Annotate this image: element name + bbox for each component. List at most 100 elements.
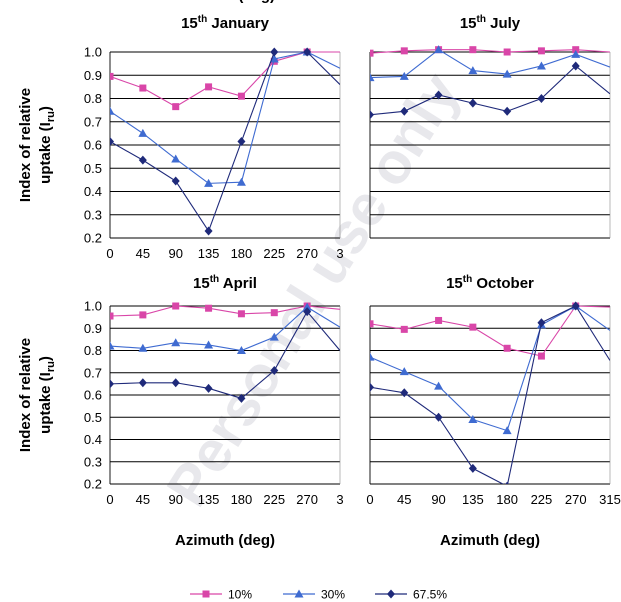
title-base: 15 (460, 15, 477, 32)
x-tick-label: 45 (136, 246, 150, 261)
y-tick-label: 0.3 (84, 207, 102, 222)
data-point (537, 352, 545, 360)
data-point (171, 338, 181, 347)
x-tick-label: 3 (336, 246, 343, 261)
title-rest: January (207, 15, 269, 32)
data-point (270, 47, 279, 57)
data-point (204, 226, 213, 236)
data-point (503, 106, 512, 116)
series-line-675 (110, 310, 340, 399)
data-point (370, 352, 375, 361)
data-point (571, 49, 581, 58)
legend: 10% 30% 67.5% (190, 588, 447, 602)
data-point (171, 154, 181, 163)
data-point (138, 378, 147, 388)
data-point (434, 90, 443, 100)
y-tick-label: 0.6 (84, 388, 102, 403)
x-tick-label: 45 (397, 492, 411, 507)
data-point (270, 366, 279, 376)
y-tick-label: 0.8 (84, 343, 102, 358)
x-tick-label: 0 (366, 492, 373, 507)
data-point (237, 393, 246, 403)
y-tick-label: 0.7 (84, 114, 102, 129)
x-tick-label: 180 (231, 246, 253, 261)
data-point (138, 128, 148, 137)
data-point (269, 332, 279, 341)
y-axis-label-line2: uptake (I (37, 122, 54, 184)
data-point (502, 426, 512, 435)
data-point (537, 318, 546, 328)
y-axis-label-close: ) (37, 356, 54, 361)
legend-marker (387, 589, 395, 599)
data-point (171, 176, 180, 186)
title-base: 15 (446, 275, 463, 292)
x-tick-label: 315 (599, 492, 621, 507)
panels: 15th January0.20.30.40.50.60.70.80.91.00… (17, 0, 621, 549)
data-point (204, 383, 213, 393)
y-tick-label: 1.0 (84, 299, 102, 314)
y-tick-label: 0.6 (84, 138, 102, 153)
data-point (204, 178, 214, 187)
y-axis-label-line1: Index of relative (17, 338, 34, 452)
data-point (434, 381, 444, 390)
data-point (237, 310, 245, 318)
chart-panel-3: 15th April 0.2 0.3 0.4 0.5 0.6 0.7 0.8 0.9 1.0 0 45… (17, 274, 344, 549)
legend-marker (294, 589, 304, 598)
data-point (400, 106, 409, 116)
legend-item: 67.5% (375, 588, 447, 602)
chart-title: 15th July (460, 14, 521, 32)
data-point (139, 84, 147, 92)
title-base: 15 (193, 275, 210, 292)
series-line-30 (110, 306, 340, 352)
y-tick-label: 0.3 (84, 454, 102, 469)
data-point (469, 323, 477, 331)
x-tick-label: 0 (106, 246, 113, 261)
title-superscript: th (463, 274, 472, 285)
chart-panel-1: 15th January 0.2 0.3 0.4 0.5 0.6 0.7 0.8 0.9 1.0 0… (17, 0, 344, 261)
title-superscript: th (477, 14, 486, 25)
x-axis-label: Azimuth (deg) (440, 532, 540, 549)
series-group (370, 45, 610, 120)
legend-item: 30% (283, 588, 345, 602)
series-line-675 (370, 305, 610, 484)
x-tick-label: 225 (531, 492, 553, 507)
x-tick-label: 90 (431, 492, 445, 507)
series-line-30 (370, 49, 610, 79)
x-tick-label: 135 (462, 492, 484, 507)
data-point (110, 72, 114, 80)
title-rest: October (472, 275, 534, 292)
series-line-30 (370, 305, 610, 432)
legend-label: 67.5% (413, 588, 447, 602)
chart-title: 15th January (181, 14, 269, 32)
data-point (303, 307, 312, 317)
data-point (110, 312, 114, 320)
data-point (171, 378, 180, 388)
y-axis-label-line1: Index of relative (17, 88, 34, 202)
x-axis-label: Azimuth (deg) (175, 532, 275, 549)
data-point (536, 61, 546, 70)
series-line-10 (110, 305, 340, 317)
data-point (434, 45, 444, 54)
y-tick-label: 0.4 (84, 184, 102, 199)
data-point (400, 325, 408, 333)
data-point (503, 344, 511, 352)
y-axis-label: Index of relative uptake (Iru) (17, 338, 57, 452)
series-line-10 (370, 305, 610, 357)
x-tick-label: 135 (198, 246, 220, 261)
data-point (571, 301, 580, 311)
legend-marker (202, 590, 210, 598)
data-point (502, 69, 512, 78)
x-tick-label: 270 (565, 492, 587, 507)
data-point (370, 73, 375, 82)
y-axis-label-subscript: ru (45, 111, 57, 122)
x-tick-label: 180 (496, 492, 518, 507)
chart-title: 15th October (446, 274, 534, 292)
data-point (537, 94, 546, 103)
data-point (399, 71, 409, 80)
x-tick-label: 225 (263, 492, 285, 507)
data-point (172, 302, 180, 310)
data-point (172, 103, 180, 111)
series-line-10 (370, 49, 610, 54)
data-point (468, 66, 478, 75)
data-point (400, 388, 409, 398)
